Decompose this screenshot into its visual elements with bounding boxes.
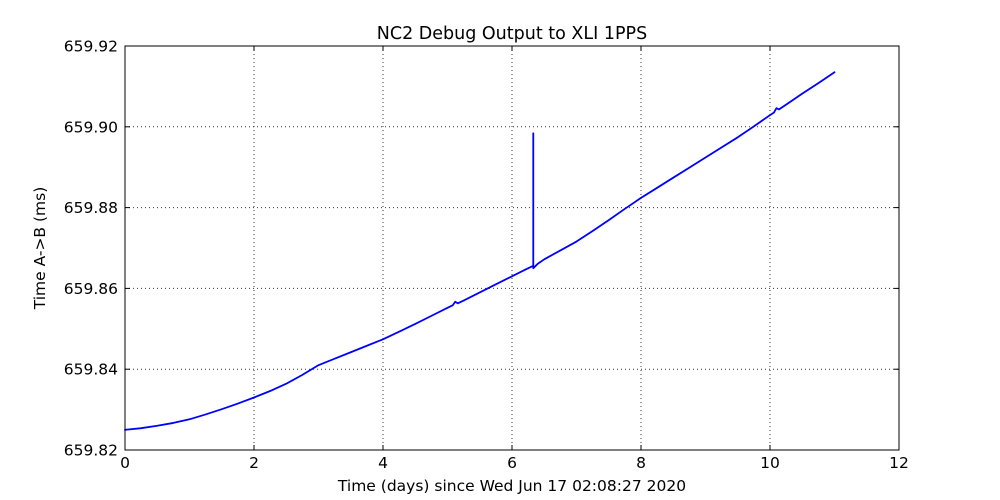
y-tick-label: 659.84 [64,361,118,379]
y-tick-label: 659.82 [64,442,118,460]
tick-marks [124,45,900,451]
x-tick-label: 0 [120,454,130,472]
x-tick-label: 8 [636,454,646,472]
x-axis-label: Time (days) since Wed Jun 17 02:08:27 20… [337,477,686,495]
y-tick-label: 659.90 [64,118,118,136]
y-tick-label: 659.92 [64,38,118,56]
y-tick-label: 659.88 [64,199,118,217]
y-axis-label: Time A->B (ms) [31,187,49,311]
x-tick-label: 12 [889,454,909,472]
x-tick-label: 10 [760,454,780,472]
x-tick-label: 4 [378,454,388,472]
data-line [124,71,836,431]
chart-title: NC2 Debug Output to XLI 1PPS [377,24,647,44]
tick-labels: 0 2 4 6 8 10 12 659.82 659.84 659.86 659.88 659.90 6… [64,38,909,473]
data-series [124,71,836,431]
x-tick-label: 6 [507,454,517,472]
x-tick-label: 2 [249,454,259,472]
y-tick-label: 659.86 [64,280,118,298]
